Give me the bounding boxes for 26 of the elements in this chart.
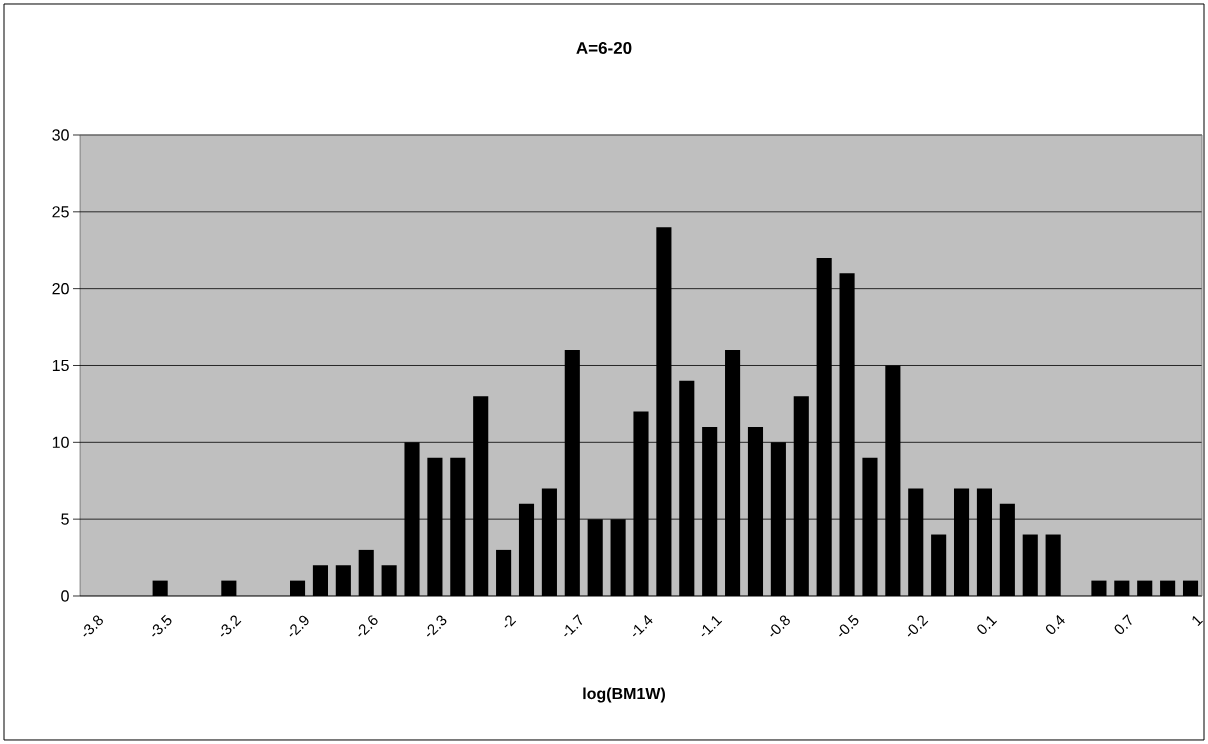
chart-title: A=6-20 <box>576 41 632 55</box>
x-tick-label: -1.7 <box>564 614 583 637</box>
x-tick-label: -1.1 <box>701 615 723 637</box>
x-tick-label: 0.4 <box>1045 615 1065 634</box>
x-tick-label: -2.9 <box>289 615 309 637</box>
x-tick-label: -0.2 <box>907 615 929 637</box>
x-tick-label: -0.8 <box>770 615 790 637</box>
x-tick-label: -0.5 <box>839 614 859 637</box>
x-tick-label: -1.4 <box>632 614 653 637</box>
x-tick-label: -3.8 <box>83 615 103 637</box>
y-tick-label: 15 <box>52 359 69 372</box>
y-tick-label: 5 <box>61 513 69 525</box>
x-tick-label: -2 <box>504 615 517 628</box>
x-tick-label: 0.1 <box>977 616 997 634</box>
x-axis-title: log(BM1W) <box>583 687 665 703</box>
y-tick-label: 20 <box>52 283 69 295</box>
y-tick-label: 0 <box>61 590 69 602</box>
y-tick-label: 30 <box>52 129 69 141</box>
x-tick-label: -2.6 <box>358 615 378 637</box>
x-tick-label: -3.2 <box>220 615 242 637</box>
x-tick-label: -2.3 <box>426 615 447 637</box>
y-tick-label: 25 <box>52 206 69 218</box>
x-tick-label: -3.5 <box>152 614 172 637</box>
x-tick-label: 1 <box>1192 615 1203 627</box>
x-tick-label: 0.7 <box>1114 614 1132 634</box>
y-tick-label: 10 <box>52 436 69 448</box>
